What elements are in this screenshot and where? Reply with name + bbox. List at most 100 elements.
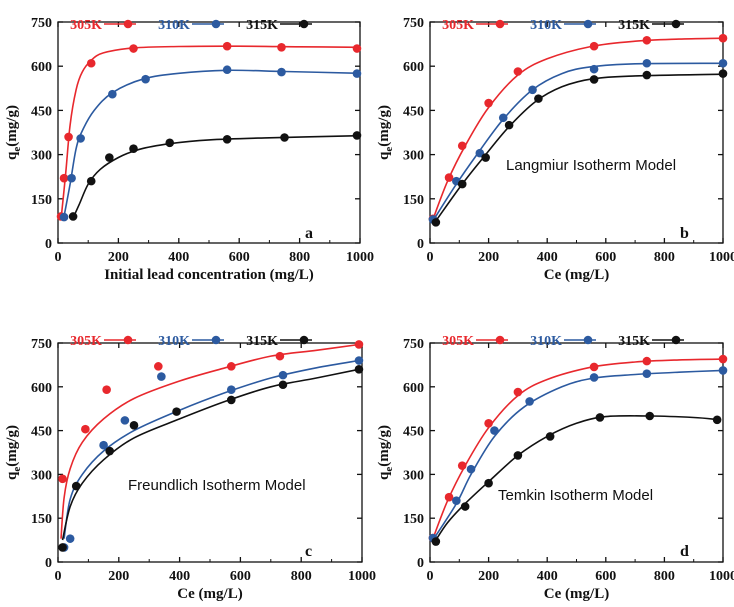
data-point <box>431 537 441 546</box>
data-point <box>718 366 728 375</box>
plot-frame <box>57 21 361 244</box>
y-axis-title: qe(mg/g) <box>4 105 23 160</box>
x-axis-title: Initial lead concentration (mg/L) <box>104 267 314 283</box>
data-point <box>431 218 441 227</box>
x-tick-label: 600 <box>595 569 616 584</box>
legend-marker <box>583 19 593 29</box>
y-axis-title-q: q <box>4 151 20 160</box>
x-tick-label: 600 <box>229 250 250 265</box>
data-point <box>277 43 286 52</box>
data-point <box>277 67 286 77</box>
x-tick-label: 1000 <box>709 250 734 265</box>
series-305K <box>58 340 364 539</box>
series-line <box>432 37 724 220</box>
x-axis-title: Ce (mg/L) <box>544 586 609 602</box>
series-310K <box>428 58 728 224</box>
y-tick-label: 150 <box>403 193 424 208</box>
data-point <box>444 173 454 182</box>
x-tick-label: 400 <box>169 569 190 584</box>
legend-label: 310K <box>530 18 562 33</box>
data-point <box>86 58 96 68</box>
plot-frame <box>429 342 724 563</box>
y-axis-title-unit: (mg/g) <box>376 425 392 467</box>
data-point <box>589 75 599 84</box>
data-point <box>105 153 114 162</box>
data-point <box>452 496 461 505</box>
series-315K <box>431 69 728 227</box>
data-point <box>466 464 476 474</box>
series-line <box>432 62 724 222</box>
x-tick-label: 800 <box>654 250 675 265</box>
data-point <box>102 385 111 395</box>
series-305K <box>56 41 362 221</box>
data-point <box>484 98 493 108</box>
panel-b: 0 200 400 600 800 1000 0 150 300 450 600 750 Ce (mg/… <box>376 16 734 283</box>
x-tick-label: 200 <box>478 250 499 265</box>
legend-marker <box>211 335 221 345</box>
x-tick-label: 1000 <box>348 569 376 584</box>
x-tick-label: 200 <box>478 569 499 584</box>
data-point <box>65 534 75 543</box>
data-point <box>457 179 467 189</box>
y-tick-label: 0 <box>45 556 52 571</box>
series-315K <box>68 131 362 221</box>
data-point <box>718 58 728 68</box>
data-point <box>589 41 599 51</box>
legend-label: 305K <box>442 334 474 349</box>
y-tick-label: 450 <box>31 104 52 119</box>
legend-marker <box>671 335 681 345</box>
y-tick-label: 750 <box>31 337 52 352</box>
series-310K <box>59 65 362 222</box>
legend-label: 315K <box>246 334 278 349</box>
data-point <box>642 58 652 68</box>
legend-marker <box>671 19 681 29</box>
x-tick-label: 1000 <box>709 569 734 584</box>
data-point <box>67 173 76 183</box>
legend-label: 310K <box>158 18 190 33</box>
data-point <box>226 395 236 405</box>
legend-marker <box>495 19 505 29</box>
x-axis-title: Ce (mg/L) <box>544 267 609 283</box>
y-axis-title-sub: e <box>383 467 395 472</box>
y-tick-label: 750 <box>403 16 424 31</box>
series-line <box>432 369 724 541</box>
data-point <box>105 446 114 456</box>
data-point <box>58 543 67 552</box>
data-point <box>157 372 166 381</box>
data-point <box>354 340 364 349</box>
data-point <box>642 70 652 80</box>
data-point <box>226 385 236 395</box>
data-point <box>481 153 490 162</box>
y-tick-label: 600 <box>31 60 52 75</box>
data-point <box>275 351 285 361</box>
y-tick-label: 0 <box>417 237 424 252</box>
data-point <box>129 44 138 53</box>
data-point <box>545 432 555 441</box>
series-line <box>61 368 360 541</box>
data-point <box>484 419 493 428</box>
x-tick-label: 800 <box>654 569 675 584</box>
panel-c: 0 200 400 600 800 1000 0 150 300 450 600 750 Ce (mg/… <box>4 334 376 602</box>
data-point <box>154 362 163 371</box>
data-point <box>226 362 236 371</box>
data-point <box>718 69 728 78</box>
data-point <box>81 424 90 434</box>
data-point <box>498 113 508 123</box>
y-tick-label: 750 <box>403 337 424 352</box>
data-point <box>504 120 514 130</box>
x-tick-label: 200 <box>108 250 129 265</box>
series-310K <box>59 356 364 552</box>
data-point <box>68 212 78 221</box>
y-tick-label: 300 <box>403 468 424 483</box>
y-axis-title: qe(mg/g) <box>376 105 395 160</box>
data-point <box>642 35 652 45</box>
series-line <box>60 343 360 539</box>
plot-frame <box>429 21 724 244</box>
legend-label: 305K <box>70 18 102 33</box>
series-315K <box>431 411 722 546</box>
legend-marker <box>123 19 133 29</box>
x-tick-label: 0 <box>55 569 62 584</box>
legend-label: 315K <box>246 18 278 33</box>
x-tick-label: 800 <box>291 569 312 584</box>
series-line <box>435 415 718 541</box>
